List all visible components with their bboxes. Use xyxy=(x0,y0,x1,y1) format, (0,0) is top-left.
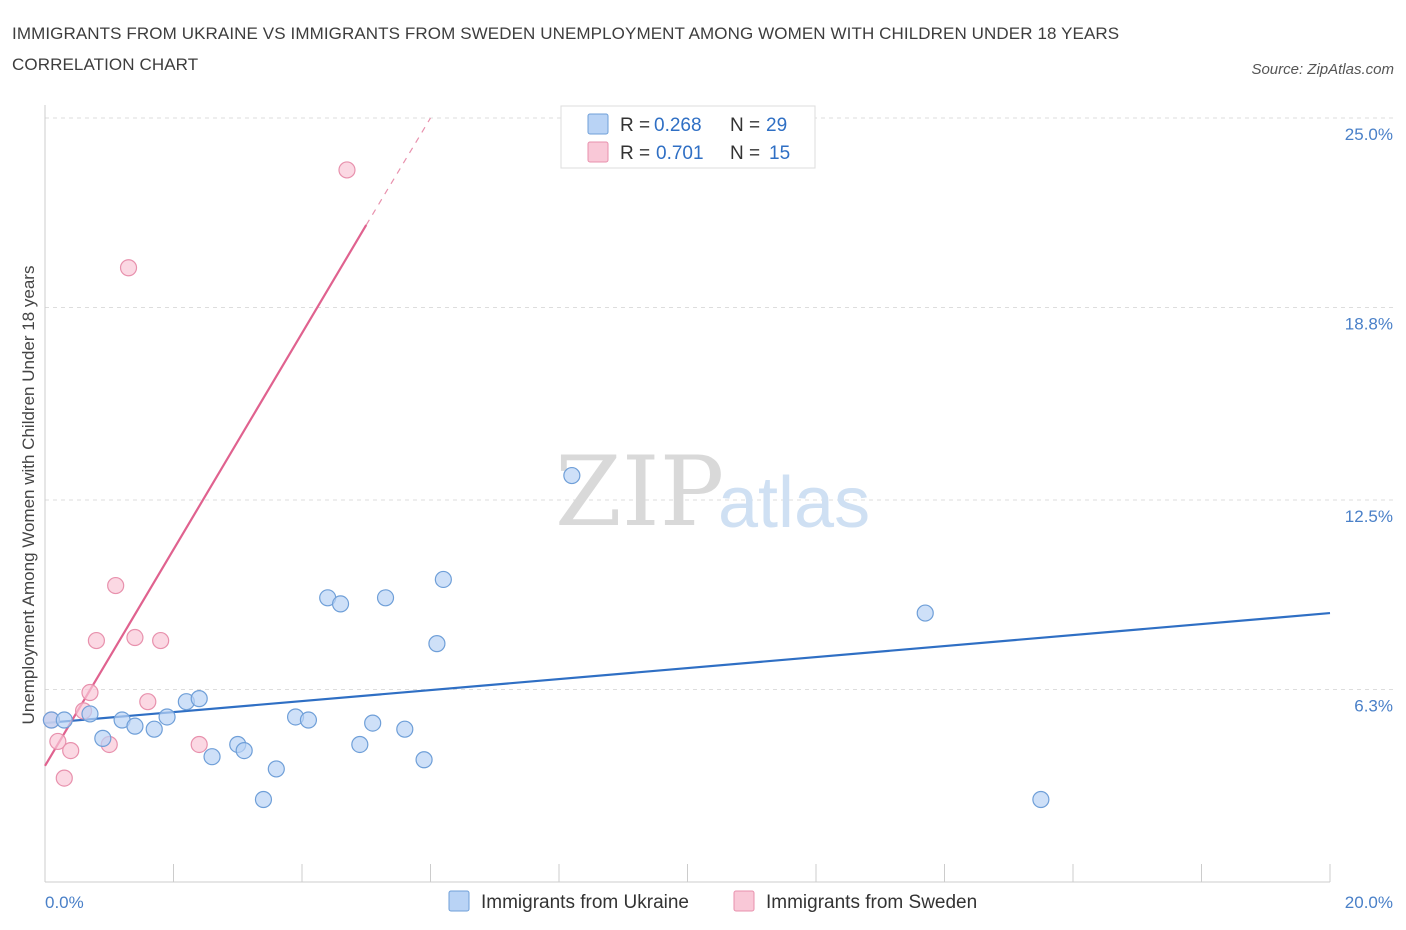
data-point-sweden xyxy=(49,732,67,751)
data-points xyxy=(42,161,1050,809)
data-point-sweden xyxy=(55,769,73,787)
data-point-ukraine xyxy=(1032,790,1050,809)
y-tick-labels: 6.3% 12.5% 18.8% 25.0% xyxy=(1345,125,1393,715)
data-point-ukraine xyxy=(235,741,253,760)
data-point-sweden xyxy=(119,259,138,277)
x-tick-labels: 0.0% 20.0% xyxy=(45,893,1393,912)
data-point-sweden xyxy=(81,683,99,702)
data-point-ukraine xyxy=(81,705,99,723)
trend-lines xyxy=(44,117,1331,767)
y-tick-label: 18.8% xyxy=(1345,314,1393,333)
x-tick-label-min: 0.0% xyxy=(45,893,84,912)
grid-lines xyxy=(45,117,1395,690)
data-point-ukraine xyxy=(254,790,273,809)
axes xyxy=(44,105,1331,883)
data-point-ukraine xyxy=(158,708,176,726)
data-point-sweden xyxy=(152,631,170,650)
data-point-ukraine xyxy=(428,635,446,653)
legend-ukraine-n-value: 29 xyxy=(766,115,787,136)
y-tick-label: 25.0% xyxy=(1345,125,1393,144)
data-point-ukraine xyxy=(203,748,221,766)
data-point-ukraine xyxy=(376,589,395,607)
data-point-ukraine xyxy=(434,570,452,589)
data-point-sweden xyxy=(87,631,106,650)
y-tick-label: 6.3% xyxy=(1354,696,1393,715)
data-point-ukraine xyxy=(55,711,73,729)
bottom-legend-swatch-ukraine xyxy=(448,890,470,912)
watermark-zip: ZIP xyxy=(555,436,724,548)
data-point-sweden xyxy=(139,693,157,711)
data-point-ukraine xyxy=(916,604,934,622)
data-point-sweden xyxy=(107,576,125,595)
data-point-sweden xyxy=(338,161,356,179)
data-point-ukraine xyxy=(190,690,208,708)
legend-swatch-sweden xyxy=(587,141,609,163)
bottom-legend: Immigrants from Ukraine Immigrants from … xyxy=(448,890,977,913)
data-point-sweden xyxy=(190,735,208,754)
y-axis-title: Unemployment Among Women with Children U… xyxy=(19,266,38,725)
bottom-legend-swatch-sweden xyxy=(733,890,755,912)
data-point-ukraine xyxy=(415,751,433,769)
legend-swatch-ukraine xyxy=(587,113,609,135)
data-point-ukraine xyxy=(94,729,112,747)
data-point-ukraine xyxy=(364,714,382,732)
bottom-legend-ukraine-label: Immigrants from Ukraine xyxy=(481,892,689,913)
legend-sweden-r-label: R = xyxy=(620,143,650,164)
data-point-sweden xyxy=(62,741,80,760)
legend-sweden-n-value: 15 xyxy=(769,143,790,164)
data-point-ukraine xyxy=(396,720,414,738)
trend-line-sweden xyxy=(44,224,368,767)
data-point-ukraine xyxy=(145,720,163,738)
legend-ukraine-r-value: 0.268 xyxy=(654,115,702,136)
top-legend: R = 0.268 N = 29 R = 0.701 N = 15 xyxy=(560,105,816,169)
watermark: ZIP atlas xyxy=(555,436,870,548)
bottom-legend-sweden-label: Immigrants from Sweden xyxy=(766,892,977,913)
legend-sweden-r-value: 0.701 xyxy=(656,143,704,164)
legend-ukraine-r-label: R = xyxy=(620,115,650,136)
data-point-ukraine xyxy=(299,711,318,729)
source-credit: Source: ZipAtlas.com xyxy=(1251,61,1394,78)
y-tick-label: 12.5% xyxy=(1345,507,1393,526)
watermark-atlas: atlas xyxy=(718,463,870,543)
legend-ukraine-n-label: N = xyxy=(730,115,760,136)
data-point-ukraine xyxy=(563,466,581,485)
chart-title: IMMIGRANTS FROM UKRAINE VS IMMIGRANTS FR… xyxy=(12,24,1120,74)
trend-line-sweden-extension xyxy=(365,117,432,226)
data-point-sweden xyxy=(126,628,144,647)
data-point-ukraine xyxy=(267,760,285,778)
data-point-ukraine xyxy=(126,717,144,735)
data-point-ukraine xyxy=(331,595,350,613)
trend-line-ukraine xyxy=(44,611,1331,725)
legend-sweden-n-label: N = xyxy=(730,143,760,164)
x-tick-label-max: 20.0% xyxy=(1345,893,1393,912)
data-point-ukraine xyxy=(351,735,369,754)
